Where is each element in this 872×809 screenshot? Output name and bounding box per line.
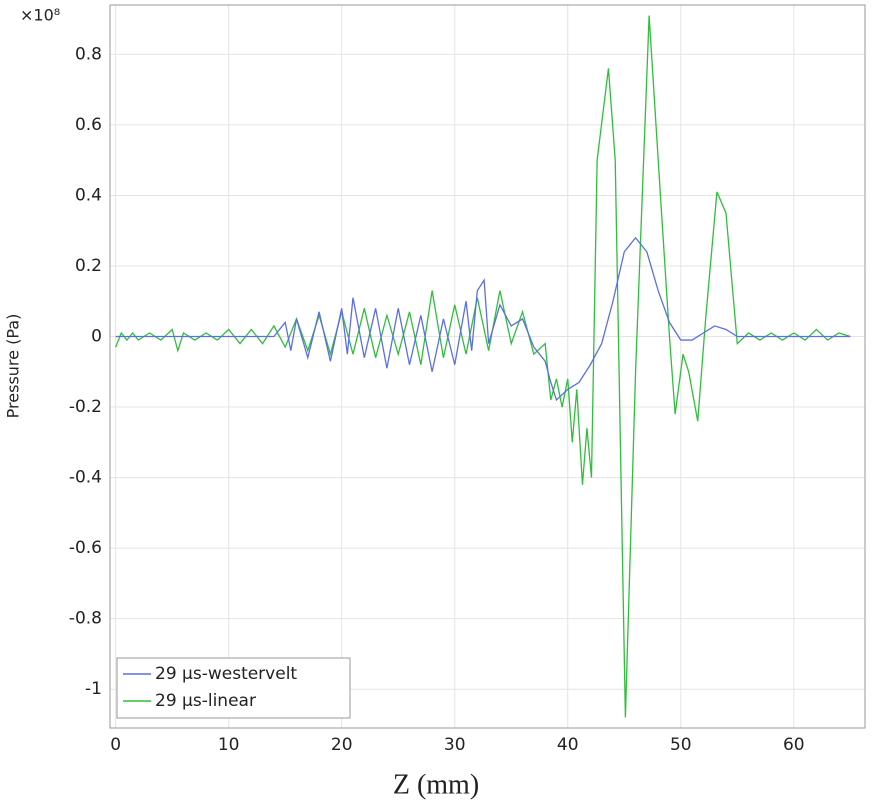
x-tick-label: 50 — [670, 735, 692, 755]
data-line — [115, 236, 851, 402]
data-line — [115, 15, 851, 718]
y-tick-label: 0.2 — [75, 256, 102, 276]
x-tick-label: 60 — [783, 735, 805, 755]
legend-label: 29 µs-westervelt — [155, 664, 297, 684]
y-axis-label: Pressure (Pa) — [4, 314, 23, 419]
y-tick-label: 0.4 — [75, 185, 102, 205]
x-tick-label: 10 — [218, 735, 240, 755]
y-tick-label: 0 — [91, 327, 102, 347]
x-axis-label: Z (mm) — [393, 769, 479, 800]
legend-label: 29 µs-linear — [155, 691, 256, 711]
legend-box — [116, 657, 351, 719]
y-tick-label: -0.4 — [69, 468, 102, 488]
y-tick-label: -0.2 — [69, 397, 102, 417]
y-tick-label: 0.6 — [75, 115, 102, 135]
plot-frame — [109, 4, 866, 729]
x-tick-label: 40 — [557, 735, 579, 755]
y-tick-label: -1 — [85, 679, 102, 699]
y-tick-label: 0.8 — [75, 44, 102, 64]
x-tick-label: 20 — [331, 735, 353, 755]
y-multiplier: ×10⁸ — [20, 6, 60, 25]
y-tick-label: -0.8 — [69, 609, 102, 629]
y-tick-label: -0.6 — [69, 538, 102, 558]
x-tick-label: 30 — [444, 735, 466, 755]
x-tick-label: 0 — [110, 735, 121, 755]
